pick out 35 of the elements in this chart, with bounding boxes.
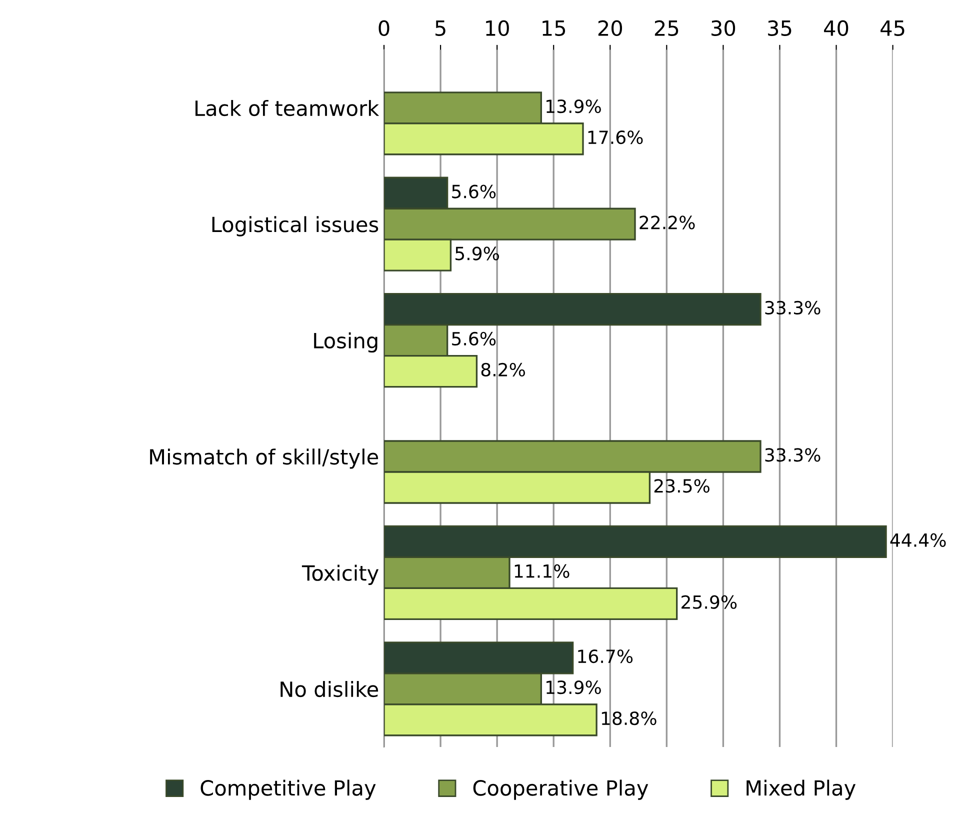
y-tick-label: Lack of teamwork bbox=[196, 100, 380, 116]
x-tick-label: 10 bbox=[486, 20, 509, 36]
data-label: 22.2% bbox=[640, 216, 695, 230]
x-tick-label: 30 bbox=[712, 20, 736, 36]
data-label: 17.6% bbox=[588, 130, 643, 144]
x-tick-label: 0 bbox=[378, 20, 390, 36]
x-tick-label: 25 bbox=[654, 20, 678, 36]
x-tick-label: 40 bbox=[824, 20, 848, 36]
data-label: 44.4% bbox=[890, 533, 946, 547]
legend-label: Competitive Play bbox=[200, 780, 376, 800]
x-tick-label: 45 bbox=[880, 20, 904, 36]
data-label: 5.6% bbox=[452, 184, 496, 198]
x-tick-label: 15 bbox=[542, 20, 566, 36]
data-label: 8.2% bbox=[481, 362, 525, 377]
x-tick-label: 20 bbox=[598, 20, 622, 36]
data-label: 33.3% bbox=[765, 448, 820, 462]
data-label: 33.3% bbox=[765, 300, 820, 315]
y-tick-label: No dislike bbox=[280, 680, 378, 698]
data-label: 5.9% bbox=[455, 246, 499, 260]
legend-label: Mixed Play bbox=[746, 780, 856, 800]
data-label: 11.1% bbox=[514, 564, 570, 578]
data-label: 18.8% bbox=[602, 711, 656, 726]
data-label: 23.5% bbox=[654, 479, 710, 493]
y-tick-label: Logistical issues bbox=[212, 216, 378, 236]
legend-label: Cooperative Play bbox=[473, 780, 648, 800]
data-label: 13.9% bbox=[546, 99, 601, 114]
data-label: 13.9% bbox=[546, 680, 601, 694]
y-tick-label: Mismatch of skill/style bbox=[150, 448, 378, 469]
x-tick-label: 5 bbox=[436, 20, 446, 36]
y-tick-label: Toxicity bbox=[302, 564, 379, 585]
data-label: 16.7% bbox=[578, 649, 633, 664]
x-tick-label: 35 bbox=[768, 20, 792, 36]
data-label: 25.9% bbox=[682, 595, 737, 609]
y-tick-label: Losing bbox=[314, 332, 378, 353]
data-label: 5.6% bbox=[452, 332, 496, 346]
